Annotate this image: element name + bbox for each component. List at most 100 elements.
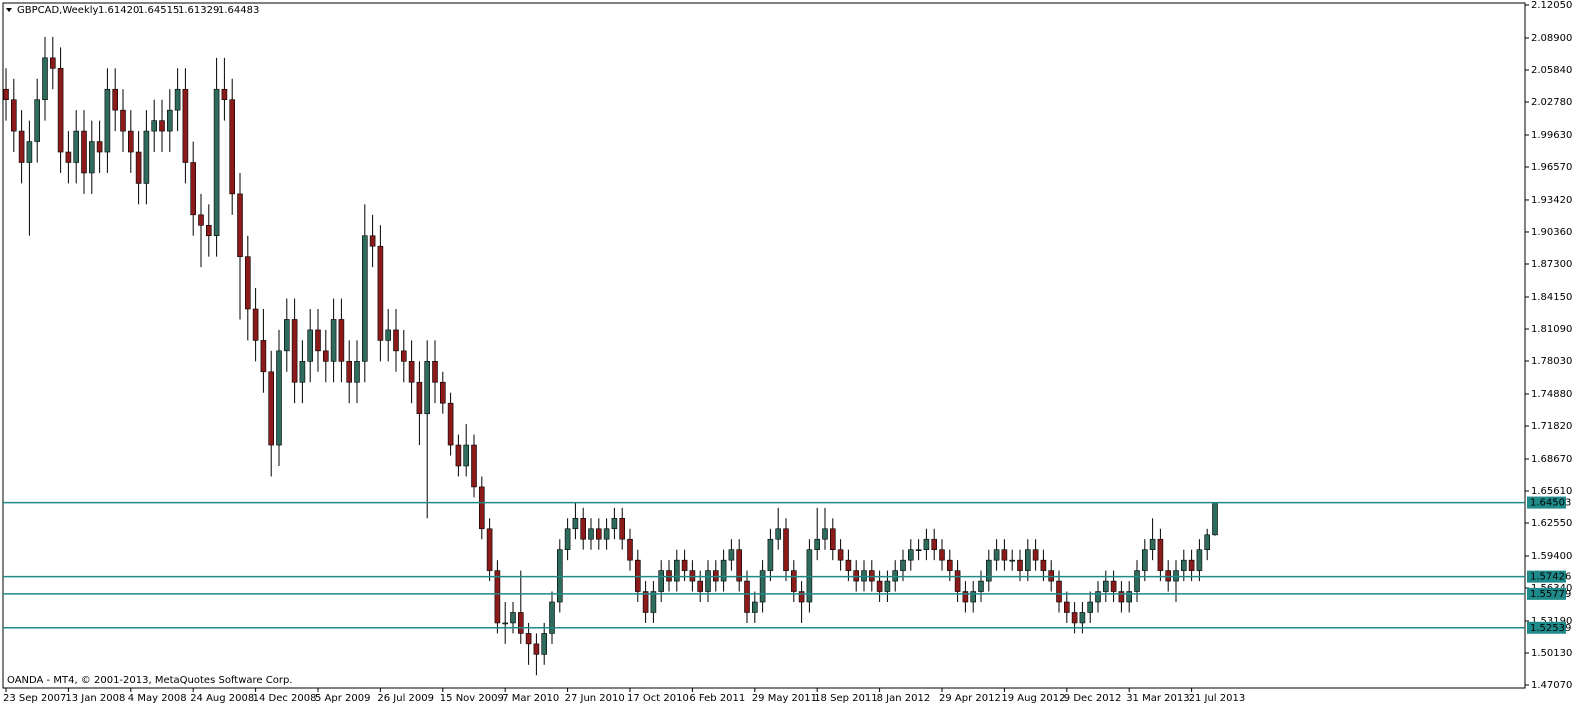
candle-body <box>502 622 509 625</box>
candle-body <box>673 559 680 582</box>
candle-body <box>736 549 743 582</box>
candle-body <box>939 549 945 561</box>
y-tick-label: 1.47070 <box>1531 680 1572 691</box>
candle-body <box>572 517 579 530</box>
candle-body <box>65 151 72 163</box>
candle-body <box>1196 549 1203 571</box>
candle-body <box>182 88 189 163</box>
candle-body <box>541 633 548 655</box>
candle-body <box>1204 534 1210 550</box>
menu-arrow[interactable] <box>6 8 12 12</box>
candle-body <box>424 361 431 414</box>
footer: OANDA - MT4, © 2001-2013, MetaQuotes Sof… <box>7 675 292 686</box>
candle-body <box>985 559 992 582</box>
candle-body <box>627 538 633 561</box>
y-tick-label: 1.71820 <box>1531 421 1572 432</box>
y-tick-label: 1.99630 <box>1531 130 1572 141</box>
y-tick-label: 1.65610 <box>1531 486 1572 497</box>
candle-body <box>853 570 860 582</box>
candle-body <box>159 120 165 132</box>
candle-body <box>18 130 25 163</box>
y-tick-label: 1.81090 <box>1531 324 1572 335</box>
candle-body <box>3 88 9 101</box>
candle-body <box>1212 502 1218 536</box>
candle-body <box>151 120 157 132</box>
candle-body <box>923 538 930 550</box>
candle-body <box>510 612 516 624</box>
candle-body <box>1110 580 1117 592</box>
candle-body <box>385 329 392 341</box>
x-tick-label: 15 Nov 2009 <box>440 693 504 704</box>
level-label-box <box>1527 587 1566 600</box>
candle-body <box>198 214 204 226</box>
x-tick-label: 21 Jul 2013 <box>1189 693 1246 704</box>
candle-body <box>447 402 454 446</box>
candle-body <box>549 601 555 634</box>
y-tick-label: 1.59400 <box>1531 551 1572 562</box>
candle-body <box>307 329 314 362</box>
candle-body <box>525 633 532 645</box>
x-tick-label: 14 Dec 2008 <box>253 693 317 704</box>
candle-body <box>57 68 64 153</box>
candle-body <box>775 528 782 540</box>
candle-body <box>237 193 243 257</box>
candle-body <box>1165 570 1171 582</box>
candle-body <box>213 88 220 237</box>
y-tick-label: 2.08900 <box>1531 33 1572 44</box>
candle-body <box>611 517 618 530</box>
candle-body <box>1181 559 1187 571</box>
candle-body <box>400 350 407 362</box>
candle-body <box>720 559 727 582</box>
candle-body <box>517 612 524 634</box>
y-tick-label: 1.90360 <box>1531 227 1572 238</box>
candle-body <box>346 361 353 383</box>
level-label-box <box>1527 570 1566 583</box>
candle-body <box>1188 559 1195 571</box>
x-tick-label: 27 Jun 2010 <box>565 693 625 704</box>
candle-body <box>712 570 719 582</box>
candle-body <box>751 601 758 613</box>
candle-body <box>845 559 852 571</box>
level-label: 1.55779 <box>1530 589 1571 600</box>
candle-body <box>11 99 17 132</box>
candle-body <box>1103 580 1109 592</box>
candle-body <box>884 580 891 592</box>
candle-body <box>759 570 766 603</box>
y-tick-label: 1.68670 <box>1531 454 1572 465</box>
candle-body <box>876 580 883 592</box>
header-high: 1.64515 <box>138 5 179 16</box>
x-tick-label: 18 Sep 2011 <box>814 693 877 704</box>
candle-body <box>128 130 134 153</box>
x-tick-label: 29 May 2011 <box>752 693 817 704</box>
x-tick-label: 8 Jan 2012 <box>877 693 931 704</box>
candle-body <box>970 591 977 603</box>
y-tick-label: 1.78030 <box>1531 356 1572 367</box>
y-tick-label: 1.93420 <box>1531 195 1572 206</box>
candle-body <box>260 340 267 373</box>
candle-body <box>330 319 337 362</box>
y-tick-label: 2.05840 <box>1531 65 1572 76</box>
x-tick-label: 13 Jan 2008 <box>65 693 125 704</box>
candle-body <box>619 517 626 540</box>
candle-body <box>900 559 906 571</box>
candle-body <box>1079 612 1086 624</box>
header-low: 1.61329 <box>178 5 219 16</box>
candle-body <box>96 141 103 153</box>
candle-body <box>34 99 41 142</box>
candle-body <box>26 141 33 163</box>
candle-body <box>744 580 750 613</box>
candle-body <box>1017 559 1023 571</box>
x-tick-label: 7 Mar 2010 <box>502 693 559 704</box>
candle-body <box>478 486 485 530</box>
candle-body <box>291 319 298 383</box>
candle-body <box>377 245 384 341</box>
candle-body <box>1071 612 1078 624</box>
candle-body <box>463 444 470 467</box>
candle-body <box>494 570 501 624</box>
candle-body <box>642 591 649 613</box>
candle-body <box>798 591 805 603</box>
candle-body <box>931 538 938 550</box>
candle-body <box>767 538 774 571</box>
candle-body <box>728 549 735 561</box>
candle-body <box>104 88 111 153</box>
